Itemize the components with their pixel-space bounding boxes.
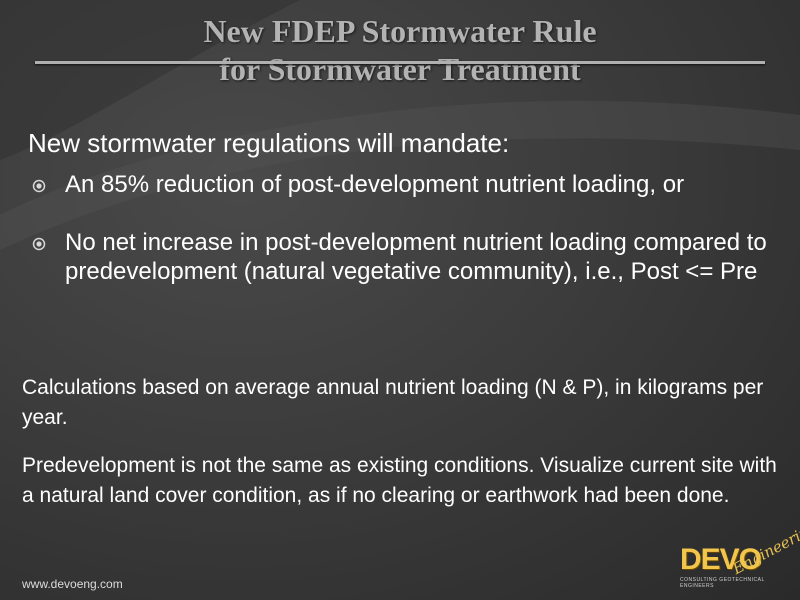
bullet-text: No net increase in post-development nutr… [65,229,767,285]
bullet-text: An 85% reduction of post-development nut… [65,171,685,198]
circle-bullet-icon [32,237,46,251]
footer-url: www.devoeng.com [22,577,123,591]
devo-logo: DEVO Engineering CONSULTING GEOTECHNICAL… [680,518,800,592]
title-underline [35,61,765,64]
lead-text: New stormwater regulations will mandate: [28,128,510,158]
predevelopment-note: Predevelopment is not the same as existi… [22,454,777,507]
title-line-2: for Stormwater Treatment [219,51,581,87]
logo-tagline: CONSULTING GEOTECHNICAL ENGINEERS [680,577,765,589]
circle-bullet-icon [32,179,46,193]
logo-wordmark: DEVO [680,543,762,576]
calculation-note: Calculations based on average annual nut… [22,376,764,429]
slide-title: New FDEP Stormwater Rule for Stormwater … [0,12,800,88]
bullet-list: An 85% reduction of post-development nut… [32,170,782,286]
title-line-1: New FDEP Stormwater Rule [203,13,597,49]
bullet-item: An 85% reduction of post-development nut… [32,170,782,199]
bullet-item: No net increase in post-development nutr… [32,228,782,286]
